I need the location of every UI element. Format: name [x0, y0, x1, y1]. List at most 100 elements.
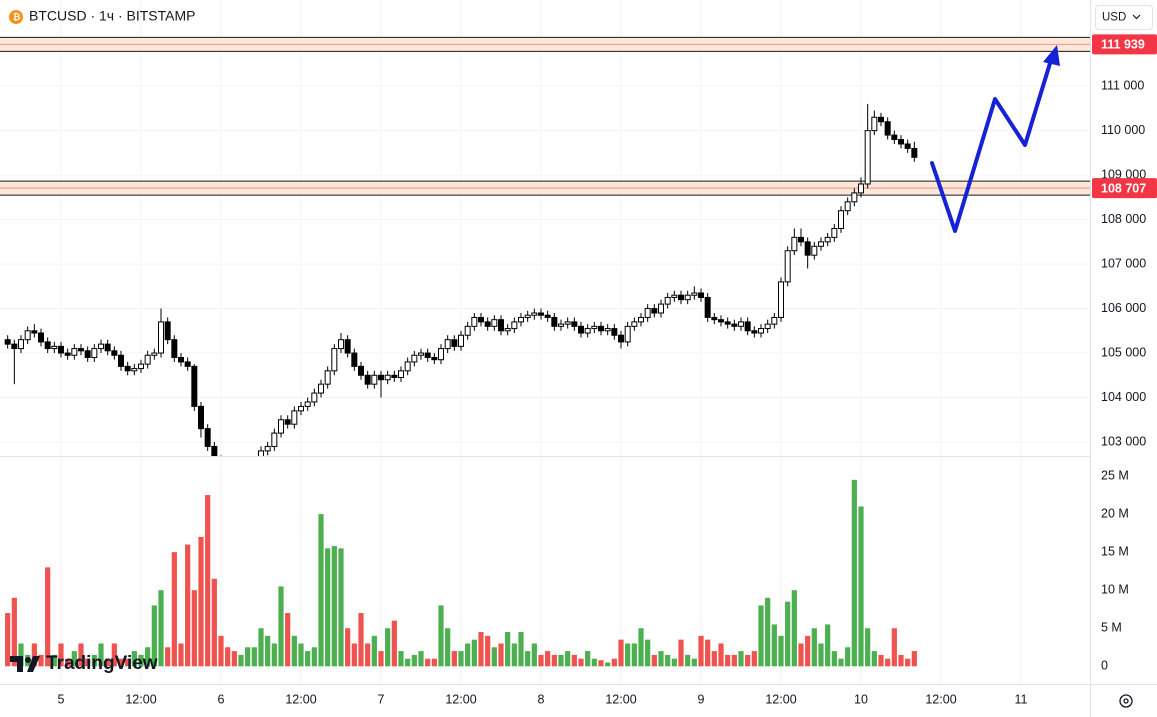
volume-bar — [258, 628, 264, 667]
candle-body — [578, 325, 584, 334]
volume-bar — [865, 628, 871, 667]
volume-bar — [325, 548, 331, 667]
volume-bar — [671, 658, 677, 667]
volume-bar — [278, 586, 284, 667]
volume-bar — [625, 643, 631, 667]
volume-bar — [145, 647, 151, 667]
currency-button[interactable] — [1095, 5, 1153, 30]
candle-body — [778, 281, 784, 318]
candle-body — [111, 350, 118, 356]
y-tick-label: 105 000 — [1101, 345, 1146, 359]
candle-body — [624, 325, 631, 343]
candle-body — [558, 323, 564, 327]
candle-body — [71, 348, 78, 356]
candle-body — [711, 316, 718, 321]
x-tick-label: 8 — [538, 692, 545, 706]
candle-body — [491, 319, 498, 327]
volume-bar — [465, 643, 471, 667]
currency-label[interactable]: USD — [1102, 12, 1126, 24]
volume-bar — [431, 658, 437, 667]
coin-icon — [9, 10, 23, 24]
candle-body — [751, 330, 758, 334]
volume-bar — [591, 658, 597, 667]
volume-bar — [378, 651, 384, 667]
candle-body — [431, 356, 438, 361]
volume-bar — [11, 597, 17, 667]
volume-bar — [438, 605, 444, 667]
volume-bar — [91, 654, 97, 667]
volume-bar — [898, 654, 904, 667]
volume-bar — [45, 567, 51, 667]
volume-bar — [125, 658, 131, 667]
volume-bar — [538, 654, 544, 667]
candle-body — [618, 334, 624, 343]
volume-bar — [631, 643, 637, 667]
volume-bar — [718, 643, 724, 667]
candle-body — [838, 210, 844, 229]
candle-body — [232, 478, 237, 482]
candle-body — [698, 292, 704, 298]
volume-bar — [498, 643, 504, 667]
candle-body — [245, 469, 250, 473]
candle-body — [704, 296, 711, 318]
candle-body — [464, 325, 471, 336]
candle-body — [684, 294, 691, 301]
volume-bar — [665, 654, 671, 667]
volume-tick-label: 0 — [1101, 659, 1108, 673]
y-tick-label: 104 000 — [1101, 390, 1146, 404]
candle-body — [824, 236, 831, 243]
candle-body — [638, 316, 644, 323]
candle-body — [191, 365, 198, 407]
volume-bar — [611, 658, 617, 667]
volume-bar — [491, 647, 497, 667]
volume-bar — [5, 613, 11, 667]
x-tick-label: 12:00 — [285, 692, 316, 706]
candle-body — [331, 348, 338, 372]
volume-tick-label: 15 M — [1101, 544, 1129, 558]
candle-body — [584, 328, 591, 334]
candle-body — [404, 361, 411, 372]
candle-body — [691, 292, 698, 296]
volume-bar — [571, 654, 577, 667]
y-tick-label: 106 000 — [1101, 301, 1146, 315]
x-tick-label: 10 — [854, 692, 868, 706]
volume-bar — [198, 536, 204, 667]
volume-bar — [805, 635, 811, 667]
volume-bar — [885, 658, 891, 667]
candle-body — [104, 343, 111, 352]
volume-bar — [85, 658, 91, 667]
x-tick-label: 12:00 — [765, 692, 796, 706]
volume-bar — [218, 635, 224, 667]
candle-body — [271, 432, 278, 447]
volume-bar — [265, 635, 271, 667]
candle-body — [264, 445, 271, 452]
volume-bar — [458, 651, 464, 667]
volume-bar — [811, 628, 817, 667]
candle-body — [138, 363, 144, 370]
volume-bar — [178, 643, 184, 667]
candle-body — [544, 314, 551, 318]
candle-body — [771, 316, 778, 325]
candle-body — [498, 319, 504, 332]
settings-icon[interactable] — [1119, 694, 1133, 708]
volume-bar — [191, 590, 197, 667]
volume-bar — [138, 654, 144, 667]
candle-body — [831, 227, 838, 238]
candle-body — [38, 332, 44, 343]
candle-body — [471, 316, 478, 327]
candle-body — [278, 419, 284, 434]
candle-body — [904, 143, 911, 149]
volume-bar — [445, 628, 451, 667]
candle-body — [451, 339, 458, 347]
candle-body — [504, 328, 511, 332]
candle-body — [678, 294, 684, 301]
candle-body — [418, 352, 424, 356]
candle-body — [764, 323, 771, 330]
dropdown-caret — [1132, 14, 1141, 20]
volume-bar — [851, 479, 857, 667]
candle-body — [858, 183, 864, 194]
volume-bar — [305, 651, 311, 667]
candle-body — [211, 445, 218, 456]
candle-body — [658, 303, 664, 314]
